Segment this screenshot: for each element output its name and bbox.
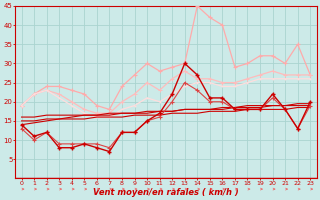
- X-axis label: Vent moyen/en rafales ( km/h ): Vent moyen/en rafales ( km/h ): [93, 188, 239, 197]
